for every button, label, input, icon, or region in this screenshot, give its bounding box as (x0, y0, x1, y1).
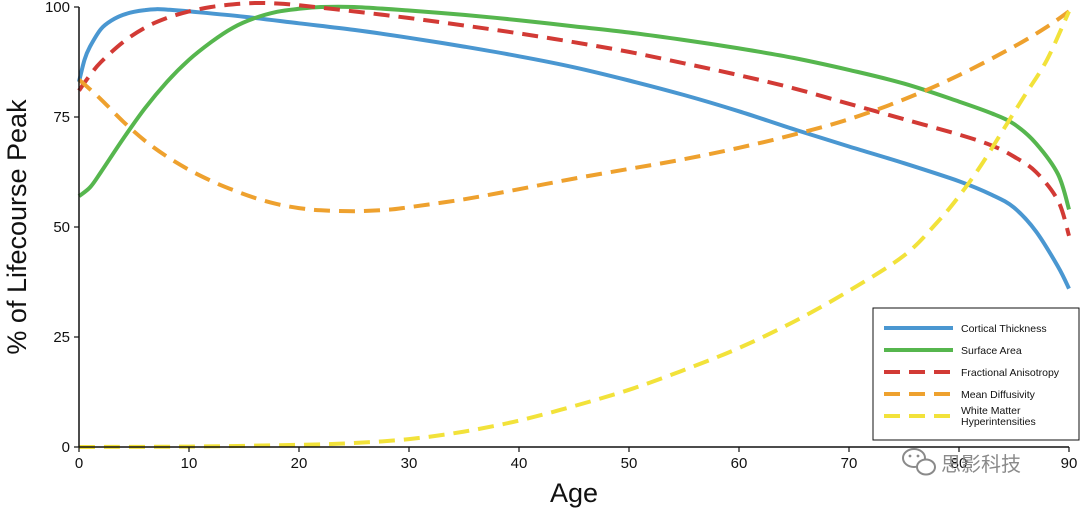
wechat-icon (902, 448, 936, 476)
x-tick-label: 90 (1061, 455, 1078, 472)
y-tick-label: 0 (62, 439, 70, 456)
plot-lines (77, 0, 1071, 449)
series-line-cortical-thickness (77, 7, 1071, 290)
x-tick-label: 80 (951, 455, 968, 472)
watermark-text: 思影科技 (941, 452, 1021, 476)
y-tick-label: 50 (53, 219, 70, 236)
legend-items: Cortical Thickness Surface Area Fractional… (884, 323, 1060, 428)
x-tick-label: 40 (511, 455, 528, 472)
x-tick-label: 0 (75, 455, 83, 472)
series-line-surface-area (77, 4, 1071, 210)
series-line-mean-diffusivity (77, 9, 1071, 214)
watermark: 思影科技 (902, 448, 1021, 476)
x-tick-label: 50 (621, 455, 638, 472)
y-tick-label: 100 (45, 0, 70, 16)
series-line-white-matter-hyperintensities (78, 10, 1071, 449)
y-tick-label: 25 (53, 329, 70, 346)
series-line-fractional-anisotropy (77, 0, 1071, 237)
legend-label-surface-area: Surface Area (961, 345, 1022, 357)
x-ticks: 0 10 20 30 40 50 60 70 80 90 (75, 447, 1078, 472)
legend: Cortical Thickness Surface Area Fractional… (872, 307, 1080, 441)
legend-label-mean-diffusivity: Mean Diffusivity (961, 389, 1036, 401)
x-tick-label: 20 (291, 455, 308, 472)
y-tick-label: 75 (53, 109, 70, 126)
legend-label-cortical-thickness: Cortical Thickness (961, 323, 1047, 335)
legend-label-fractional-anisotropy: Fractional Anisotropy (961, 367, 1060, 379)
x-tick-label: 60 (731, 455, 748, 472)
x-tick-label: 70 (841, 455, 858, 472)
x-axis-title: Age (550, 478, 598, 508)
y-ticks: 0 25 50 75 100 (45, 0, 79, 456)
x-tick-label: 30 (401, 455, 418, 472)
x-tick-label: 10 (181, 455, 198, 472)
y-axis-title: % of Lifecourse Peak (2, 99, 32, 355)
legend-label-white-matter-hyperintensities: White Matter Hyperintensities (961, 405, 1036, 428)
